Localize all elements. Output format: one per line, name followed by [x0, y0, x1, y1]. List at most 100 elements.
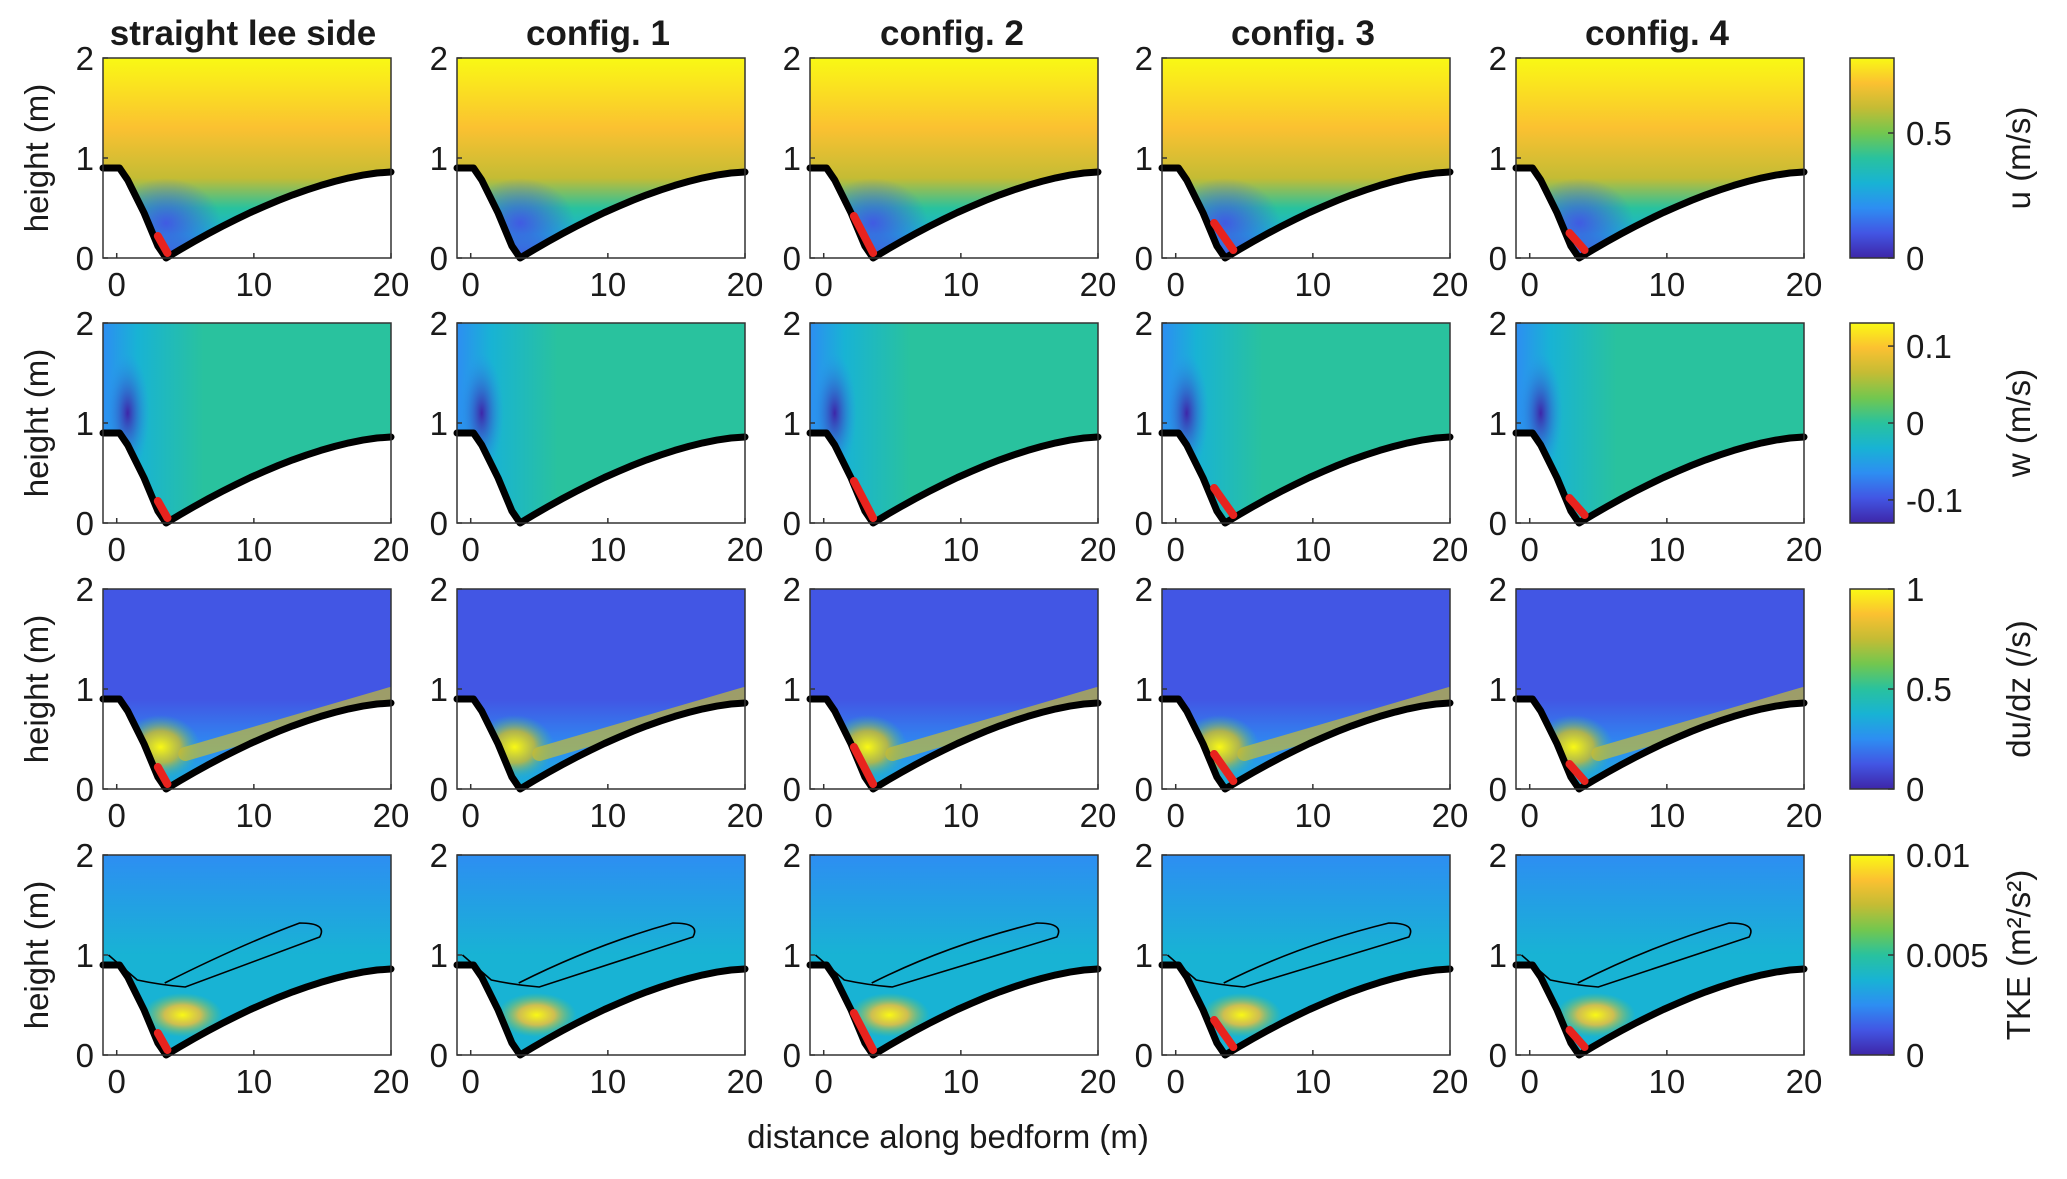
- x-tick-label: 0: [1167, 531, 1185, 568]
- colorbar-u: 0 0.5 u (m/s): [1849, 57, 2037, 277]
- column-title-2: config. 2: [880, 14, 1024, 53]
- x-tick-label: 10: [1648, 1063, 1685, 1100]
- x-tick-label: 0: [815, 797, 833, 834]
- y-tick-label: 2: [783, 571, 801, 608]
- y-tick-label: 0: [1489, 1037, 1507, 1074]
- bed-mask: [1516, 965, 1804, 1055]
- x-tick-label: 20: [1432, 1063, 1469, 1100]
- y-tick-label: 1: [1489, 405, 1507, 442]
- y-tick-label: 2: [1135, 571, 1153, 608]
- tke-contour: [1166, 922, 1412, 988]
- bed-mask: [457, 699, 745, 789]
- bed-mask: [457, 168, 745, 258]
- x-tick-label: 20: [727, 1063, 764, 1100]
- column-title-4: config. 4: [1585, 14, 1729, 53]
- y-tick-label: 0: [430, 505, 448, 542]
- x-tick-label: 0: [1167, 797, 1185, 834]
- bed-profile-line: [453, 961, 749, 1059]
- x-tick-label: 0: [108, 1063, 126, 1100]
- red-segment: [849, 743, 878, 788]
- bed-profile-line: [1158, 961, 1454, 1059]
- x-tick-label: 20: [727, 266, 764, 303]
- y-tick-label: 2: [430, 305, 448, 342]
- x-tick-label: 0: [1167, 1063, 1185, 1100]
- y-tick-label: 0: [76, 505, 94, 542]
- x-tick-label: 10: [1294, 797, 1331, 834]
- x-tick-label: 20: [1786, 531, 1823, 568]
- bed-mask: [1162, 433, 1450, 523]
- x-tick-label: 0: [108, 266, 126, 303]
- y-tick-label: 0: [783, 771, 801, 808]
- bed-profile-line: [1512, 695, 1808, 793]
- bed-mask: [1516, 168, 1804, 258]
- y-tick-label: 2: [1135, 40, 1153, 77]
- y-tick-label: 1: [430, 140, 448, 177]
- bed-mask: [810, 168, 1098, 258]
- y-axis-label-row-3: height (m): [18, 881, 55, 1030]
- y-tick-label: 1: [430, 937, 448, 974]
- red-segment: [1210, 219, 1238, 254]
- colorbar-tick-label: -0.1: [1906, 482, 1963, 519]
- colorbar-label: du/dz (/s): [2000, 620, 2037, 758]
- y-tick-label: 0: [1135, 1037, 1153, 1074]
- x-tick-label: 20: [373, 266, 410, 303]
- y-tick-label: 0: [1489, 771, 1507, 808]
- colorbar-tick-label: 0.5: [1906, 115, 1952, 152]
- y-tick-label: 0: [1135, 771, 1153, 808]
- bed-mask: [810, 433, 1098, 523]
- colorbars: 0 0.5 u (m/s) -0.1 0 0.1 w (m/s) 0 0.5 1 du/dz (/s…: [1849, 57, 2037, 1074]
- bed-profile-line: [99, 429, 395, 527]
- y-tick-label: 2: [783, 837, 801, 874]
- x-tick-label: 20: [373, 1063, 410, 1100]
- x-tick-label: 10: [589, 531, 626, 568]
- tke-contour: [107, 922, 323, 988]
- bed-mask: [103, 965, 391, 1055]
- colorbar-w: -0.1 0 0.1 w (m/s): [1849, 322, 2037, 524]
- y-tick-label: 2: [430, 40, 448, 77]
- x-tick-label: 10: [1648, 531, 1685, 568]
- y-tick-label: 0: [430, 771, 448, 808]
- y-tick-label: 1: [1135, 671, 1153, 708]
- x-tick-label: 10: [589, 797, 626, 834]
- x-tick-label: 20: [727, 797, 764, 834]
- x-tick-label: 10: [235, 266, 272, 303]
- bed-profile-line: [453, 429, 749, 527]
- y-tick-label: 0: [1489, 505, 1507, 542]
- x-tick-label: 20: [373, 797, 410, 834]
- y-tick-label: 1: [76, 671, 94, 708]
- tke-peak-zone: [1555, 993, 1636, 1037]
- y-tick-label: 2: [76, 40, 94, 77]
- x-tick-label: 20: [1432, 531, 1469, 568]
- colorbar-tick-label: 0: [1906, 405, 1924, 442]
- tke-contour: [1520, 922, 1752, 988]
- x-tick-label: 0: [815, 266, 833, 303]
- colorbar-gradient: [1849, 57, 1895, 259]
- x-tick-label: 10: [942, 797, 979, 834]
- x-tick-label: 20: [373, 531, 410, 568]
- bed-mask: [810, 965, 1098, 1055]
- y-tick-label: 0: [1135, 505, 1153, 542]
- y-tick-label: 2: [430, 571, 448, 608]
- x-tick-label: 20: [1432, 797, 1469, 834]
- y-tick-label: 2: [430, 837, 448, 874]
- x-tick-label: 20: [1786, 797, 1823, 834]
- y-axis-labels: height (m) height (m) height (m) height (m): [18, 84, 55, 1030]
- y-tick-label: 2: [783, 40, 801, 77]
- colorbar-tick-label: 0.1: [1906, 328, 1952, 365]
- tke-peak-zone: [142, 993, 223, 1037]
- bed-mask: [457, 965, 745, 1055]
- y-tick-label: 0: [76, 1037, 94, 1074]
- colorbar-tick-label: 0.5: [1906, 671, 1952, 708]
- y-tick-label: 2: [1135, 305, 1153, 342]
- y-tick-label: 1: [76, 140, 94, 177]
